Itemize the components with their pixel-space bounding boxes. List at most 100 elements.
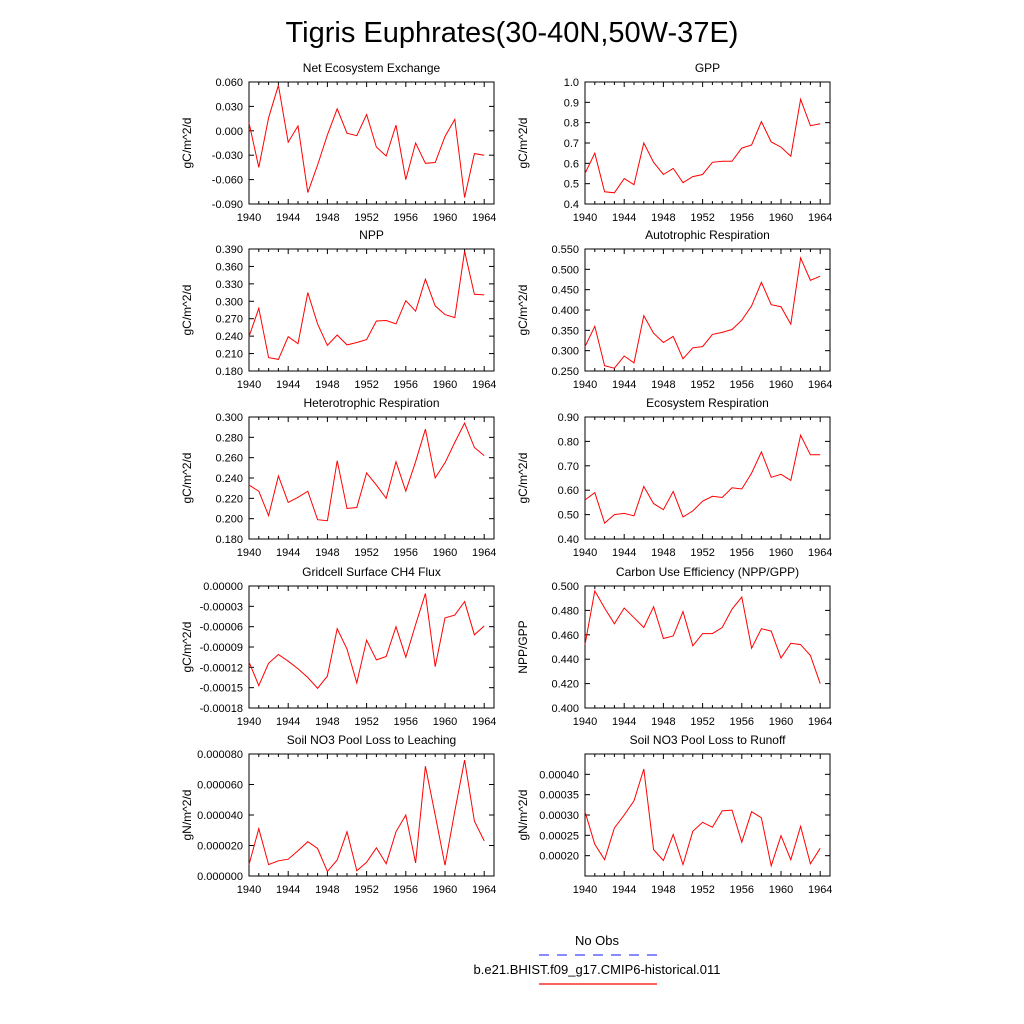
series-line: [248, 421, 485, 522]
panel: Heterotrophic Respiration 0.180 0.200 0.220…: [180, 396, 496, 559]
x-tick-label: 1940: [573, 379, 597, 391]
y-tick-label: 0.300: [551, 346, 579, 358]
y-tick-label: 0.50: [558, 510, 579, 522]
plot-frame: [248, 248, 495, 372]
y-axis-label: gC/m^2/d: [180, 118, 194, 169]
x-tick-label: 1944: [612, 379, 636, 391]
x-tick-label: 1956: [730, 884, 754, 896]
y-tick-label: 0.030: [215, 101, 243, 113]
y-tick-label: 0.000040: [197, 810, 243, 822]
x-tick-label: 1948: [651, 212, 675, 224]
y-tick-label: 0.00025: [539, 830, 579, 842]
y-tick-label: 0.060: [215, 77, 243, 89]
y-tick-label: -0.030: [212, 150, 243, 162]
y-tick-label: 0.200: [215, 514, 243, 526]
x-tick-label: 1952: [690, 379, 714, 391]
x-tick-label: 1956: [730, 547, 754, 559]
x-tick-label: 1956: [730, 379, 754, 391]
x-tick-label: 1964: [472, 547, 496, 559]
y-tick-label: 0.460: [551, 630, 579, 642]
y-tick-label: -0.00003: [200, 601, 243, 613]
x-tick-label: 1944: [612, 212, 636, 224]
x-tick-label: 1952: [690, 547, 714, 559]
y-tick-label: 0.400: [551, 305, 579, 317]
x-tick-label: 1952: [690, 884, 714, 896]
x-tick-label: 1948: [315, 716, 339, 728]
x-tick-label: 1956: [394, 716, 418, 728]
x-tick-label: 1956: [394, 884, 418, 896]
series-line: [584, 256, 821, 369]
series-line: [584, 768, 821, 868]
y-axis-label: gC/m^2/d: [516, 453, 530, 504]
x-tick-label: 1948: [315, 212, 339, 224]
y-tick-label: 0.440: [551, 654, 579, 666]
x-tick-label: 1944: [612, 716, 636, 728]
y-axis-label: gC/m^2/d: [180, 453, 194, 504]
x-tick-label: 1960: [433, 379, 457, 391]
y-tick-label: 0.6: [564, 158, 579, 170]
x-tick-label: 1940: [237, 212, 261, 224]
x-tick-label: 1964: [472, 379, 496, 391]
y-tick-label: 0.8: [564, 118, 579, 130]
panel-title: Ecosystem Respiration: [646, 396, 769, 410]
y-tick-label: 0.180: [215, 366, 243, 378]
y-tick-label: 0.240: [215, 473, 243, 485]
y-tick-label: -0.00012: [200, 662, 243, 674]
series-line: [248, 760, 485, 873]
y-axis-label: gC/m^2/d: [180, 285, 194, 336]
panel: NPP 0.180 0.210 0.240 0.270 0.300 0.330 0.360 0.…: [180, 228, 496, 391]
y-tick-label: 0.330: [215, 279, 243, 291]
y-tick-label: 0.4: [564, 199, 579, 211]
plot-frame: [248, 81, 495, 205]
y-tick-label: 0.500: [551, 581, 579, 593]
x-tick-label: 1960: [433, 884, 457, 896]
y-tick-label: 0.270: [215, 314, 243, 326]
y-tick-label: -0.00009: [200, 642, 243, 654]
x-tick-label: 1948: [315, 547, 339, 559]
panel-title: Autotrophic Respiration: [645, 228, 770, 242]
x-tick-label: 1964: [472, 884, 496, 896]
y-tick-label: 0.000060: [197, 780, 243, 792]
y-tick-label: 0.300: [215, 296, 243, 308]
legend: No Obs b.e21.BHIST.f09_g17.CMIP6-histori…: [474, 933, 721, 985]
y-tick-label: 0.9: [564, 97, 579, 109]
x-tick-label: 1960: [769, 212, 793, 224]
y-tick-label: 0.250: [551, 366, 579, 378]
x-tick-label: 1948: [651, 547, 675, 559]
y-tick-label: -0.090: [212, 199, 243, 211]
x-tick-label: 1944: [612, 884, 636, 896]
x-tick-label: 1952: [354, 716, 378, 728]
x-tick-label: 1960: [769, 716, 793, 728]
x-tick-label: 1956: [730, 716, 754, 728]
x-tick-label: 1960: [433, 716, 457, 728]
panel-title: Gridcell Surface CH4 Flux: [302, 565, 441, 579]
plot-frame: [248, 753, 495, 877]
x-tick-label: 1960: [769, 547, 793, 559]
x-tick-label: 1952: [690, 716, 714, 728]
legend-label-model: b.e21.BHIST.f09_g17.CMIP6-historical.011: [474, 962, 721, 977]
panel-title: GPP: [695, 61, 720, 75]
x-tick-label: 1940: [237, 884, 261, 896]
y-tick-label: 0.5: [564, 179, 579, 191]
x-tick-label: 1940: [573, 212, 597, 224]
x-tick-label: 1948: [651, 716, 675, 728]
y-tick-label: 0.210: [215, 349, 243, 361]
y-axis-label: gC/m^2/d: [516, 285, 530, 336]
legend-label-obs: No Obs: [575, 933, 620, 948]
y-axis-label: gC/m^2/d: [516, 118, 530, 169]
y-tick-label: 0.300: [215, 412, 243, 424]
x-tick-label: 1952: [354, 212, 378, 224]
y-tick-label: -0.00006: [200, 622, 243, 634]
y-tick-label: 1.0: [564, 77, 579, 89]
y-tick-label: 0.000000: [197, 871, 243, 883]
y-tick-label: 0.350: [551, 325, 579, 337]
y-tick-label: 0.60: [558, 485, 579, 497]
x-tick-label: 1964: [808, 716, 832, 728]
series-line: [248, 85, 485, 198]
x-tick-label: 1956: [394, 379, 418, 391]
y-tick-label: 0.00035: [539, 790, 579, 802]
panel: Net Ecosystem Exchange -0.090 -0.060 -0.030…: [180, 61, 496, 224]
x-tick-label: 1944: [276, 716, 300, 728]
figure-title: Tigris Euphrates(30-40N,50W-37E): [286, 17, 739, 49]
